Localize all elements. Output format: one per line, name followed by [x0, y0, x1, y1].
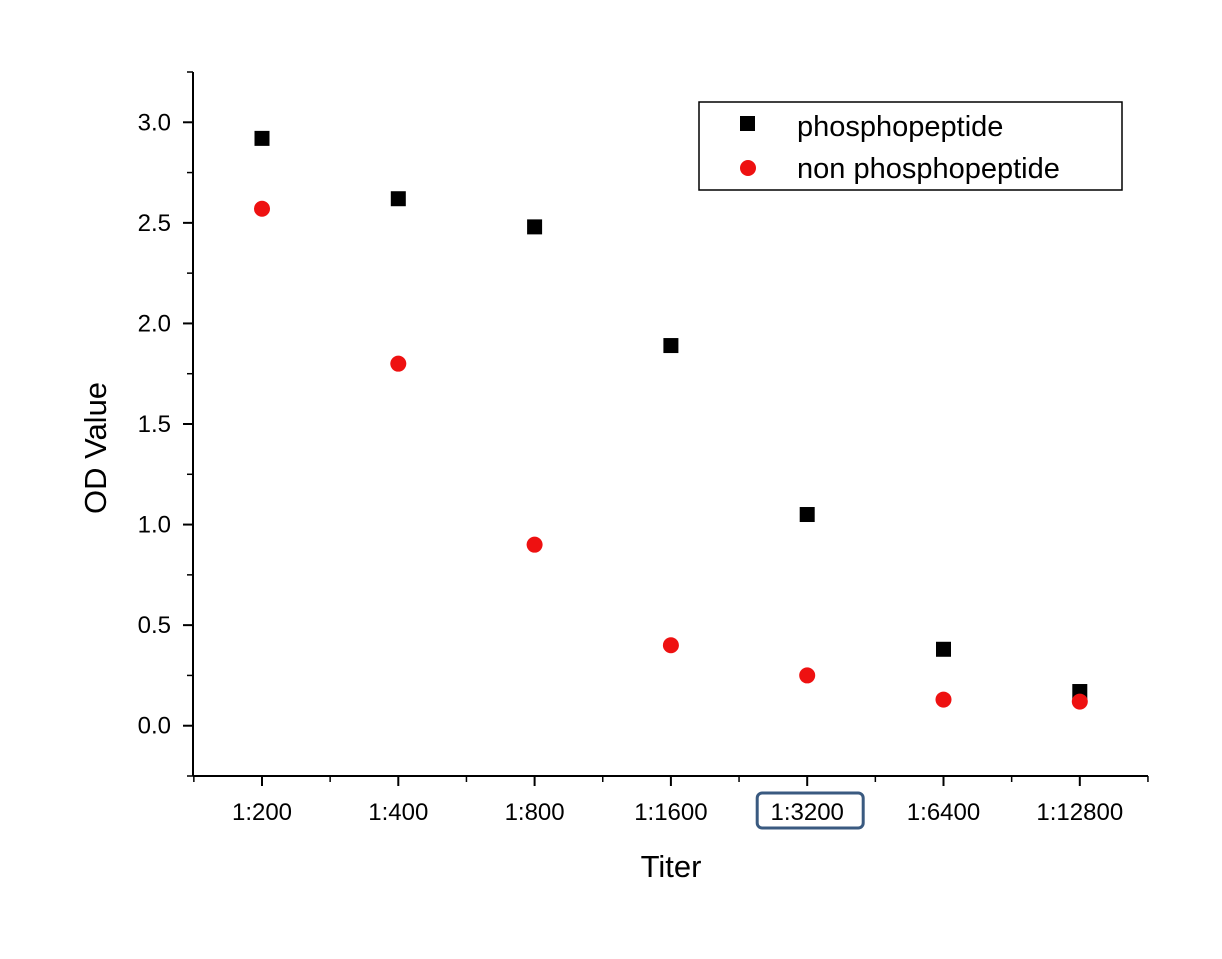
- point-non-phosphopeptide: [935, 691, 952, 708]
- point-phosphopeptide: [254, 130, 270, 146]
- category-highlight: [755, 791, 865, 830]
- y-axis-title: OD Value: [78, 382, 113, 514]
- point-phosphopeptide: [936, 641, 951, 657]
- point-phosphopeptide: [663, 338, 679, 354]
- legend-marker-non-phosphopeptide: [740, 160, 756, 176]
- x-tick-label: 1:800: [505, 799, 565, 826]
- x-axis-ticks: 1:200 1:400 1:800 1:1600 1:3200 1:6400 1:12800: [193, 776, 1149, 826]
- legend-marker-phosphopeptide: [740, 116, 755, 131]
- point-non-phosphopeptide: [254, 200, 270, 217]
- x-tick-label: 1:6400: [907, 799, 980, 826]
- point-non-phosphopeptide: [390, 355, 407, 372]
- legend-label-phosphopeptide: phosphopeptide: [797, 111, 1003, 143]
- x-tick-label: 1:3200: [770, 799, 843, 826]
- point-phosphopeptide: [799, 507, 815, 523]
- point-non-phosphopeptide: [662, 637, 679, 654]
- x-tick-label: 1:200: [232, 799, 292, 826]
- point-phosphopeptide: [390, 191, 406, 207]
- legend-label-non-phosphopeptide: non phosphopeptide: [797, 153, 1060, 185]
- y-tick-label: 1.0: [138, 512, 171, 539]
- x-tick-label: 1:12800: [1036, 799, 1123, 826]
- point-non-phosphopeptide: [526, 536, 543, 553]
- y-tick-label: 2.0: [138, 310, 171, 337]
- y-tick-label: 2.5: [138, 210, 171, 237]
- x-tick-label: 1:400: [368, 799, 428, 826]
- y-tick-label: 0.5: [138, 612, 171, 639]
- y-tick-label: 1.5: [138, 411, 171, 438]
- y-axis-ticks: 0.0 0.5 1.0 1.5 2.0 2.5 3.0: [138, 71, 193, 777]
- legend: phosphopeptide non phosphopeptide: [698, 101, 1123, 191]
- y-tick-label: 0.0: [138, 713, 171, 740]
- point-phosphopeptide: [527, 219, 543, 235]
- x-tick-label: 1:1600: [634, 799, 707, 826]
- point-non-phosphopeptide: [1071, 693, 1088, 710]
- data-points: [254, 130, 1088, 710]
- point-non-phosphopeptide: [799, 667, 816, 684]
- legend-box: [698, 101, 1123, 191]
- y-tick-label: 3.0: [138, 109, 171, 136]
- highlight-box: [755, 791, 865, 830]
- x-axis-title: Titer: [641, 849, 702, 884]
